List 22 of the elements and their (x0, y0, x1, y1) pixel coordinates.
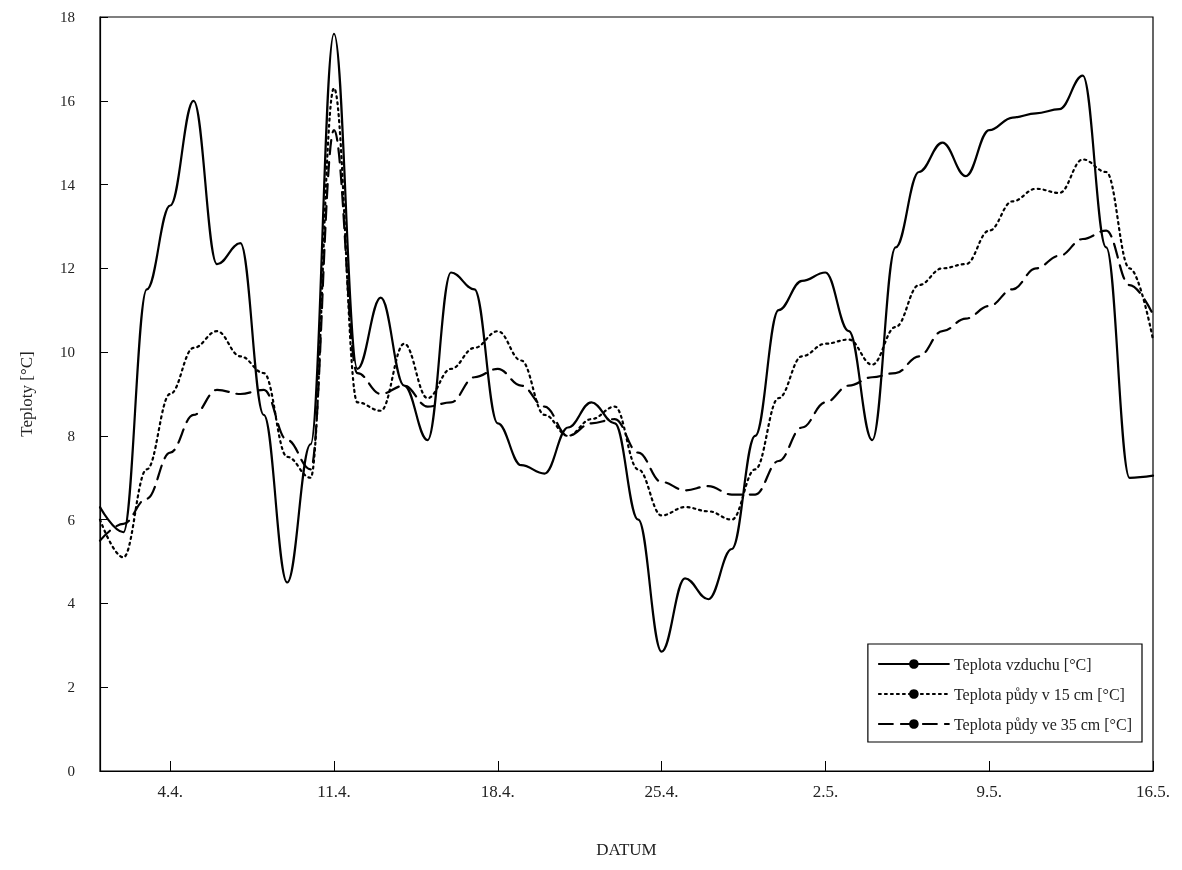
y-tick-label: 6 (67, 511, 76, 528)
x-tick-label: 25.4. (644, 782, 679, 801)
y-tick-label: 2 (67, 679, 75, 696)
y-tick-label: 12 (60, 260, 75, 277)
x-tick-label: 9.5. (976, 782, 1002, 801)
y-tick-label: 16 (60, 92, 76, 109)
y-tick-label: 14 (60, 176, 76, 193)
y-tick-label: 4 (67, 595, 76, 612)
x-tick-label: 16.5. (1136, 782, 1170, 801)
y-tick-label: 18 (60, 9, 75, 25)
x-axis-title: DATUM (596, 840, 657, 859)
x-tick-label: 2.5. (812, 782, 839, 801)
x-tick-label: 18.4. (480, 782, 515, 801)
legend-label: Teplota půdy ve 35 cm [°C] (953, 715, 1132, 734)
y-axis-title: Teploty [°C] (17, 351, 36, 437)
legend-label: Teplota vzduchu [°C] (953, 655, 1092, 674)
y-tick-label: 10 (60, 344, 75, 361)
legend-label: Teplota půdy v 15 cm [°C] (953, 685, 1125, 704)
x-tick-label: 11.4. (317, 782, 351, 801)
y-tick-label: 0 (67, 763, 75, 779)
y-tick-label: 8 (67, 427, 75, 444)
x-tick-label: 4.4. (157, 782, 183, 801)
